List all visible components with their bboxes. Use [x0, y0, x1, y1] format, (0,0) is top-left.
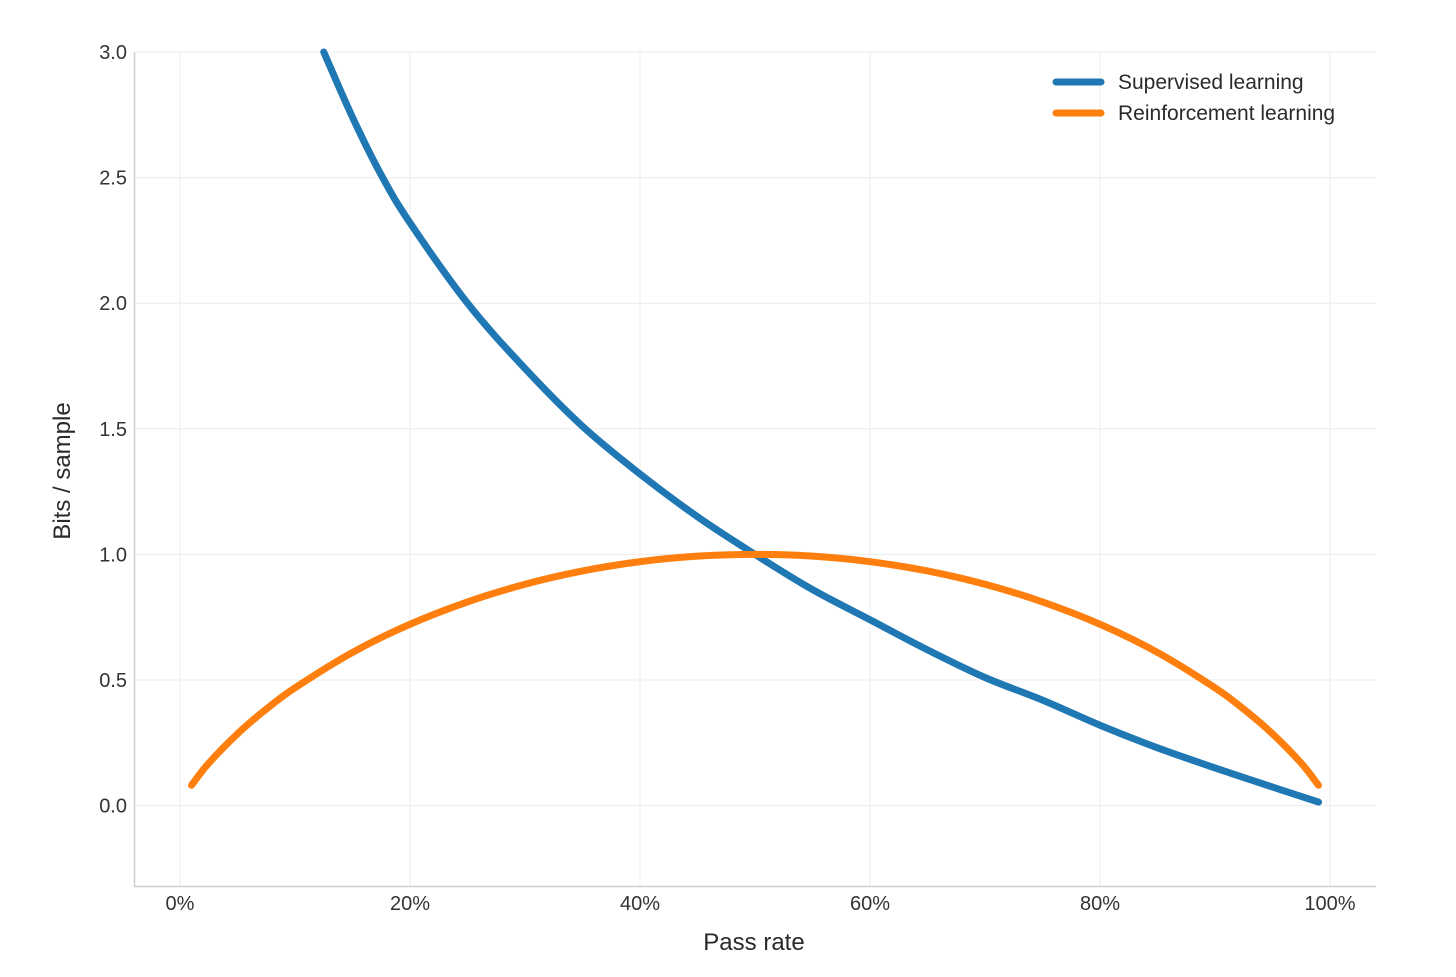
legend-label-supervised-learning: Supervised learning: [1118, 71, 1304, 94]
y-tick-labels: 0.0 0.5 1.0 1.5 2.0 2.5 3.0: [99, 42, 127, 818]
y-tick-label: 2.0: [99, 293, 127, 315]
series-line-reinforcement-learning: [188, 550, 1322, 789]
x-tick-label: 0%: [166, 893, 195, 915]
y-tick-label: 2.5: [99, 168, 127, 190]
x-tick-label: 60%: [850, 893, 890, 915]
x-tick-label: 80%: [1080, 893, 1120, 915]
axes: [133, 52, 1376, 888]
x-tick-label: 40%: [620, 893, 660, 915]
x-axis-title: Pass rate: [703, 929, 804, 956]
y-tick-label: 0.0: [99, 796, 127, 818]
x-tick-label: 100%: [1304, 893, 1355, 915]
y-tick-label: 3.0: [99, 42, 127, 64]
y-tick-label: 0.5: [99, 670, 127, 692]
x-tick-labels: 0% 20% 40% 60% 80% 100%: [166, 893, 1356, 915]
series-line-supervised-learning: [320, 48, 1322, 806]
y-axis-title: Bits / sample: [49, 402, 76, 539]
series-group: [188, 48, 1322, 806]
legend: Supervised learning Reinforcement learnin…: [1052, 71, 1335, 125]
legend-label-reinforcement-learning: Reinforcement learning: [1118, 102, 1335, 125]
y-tick-label: 1.5: [99, 419, 127, 441]
y-tick-label: 1.0: [99, 544, 127, 566]
x-tick-label: 20%: [390, 893, 430, 915]
